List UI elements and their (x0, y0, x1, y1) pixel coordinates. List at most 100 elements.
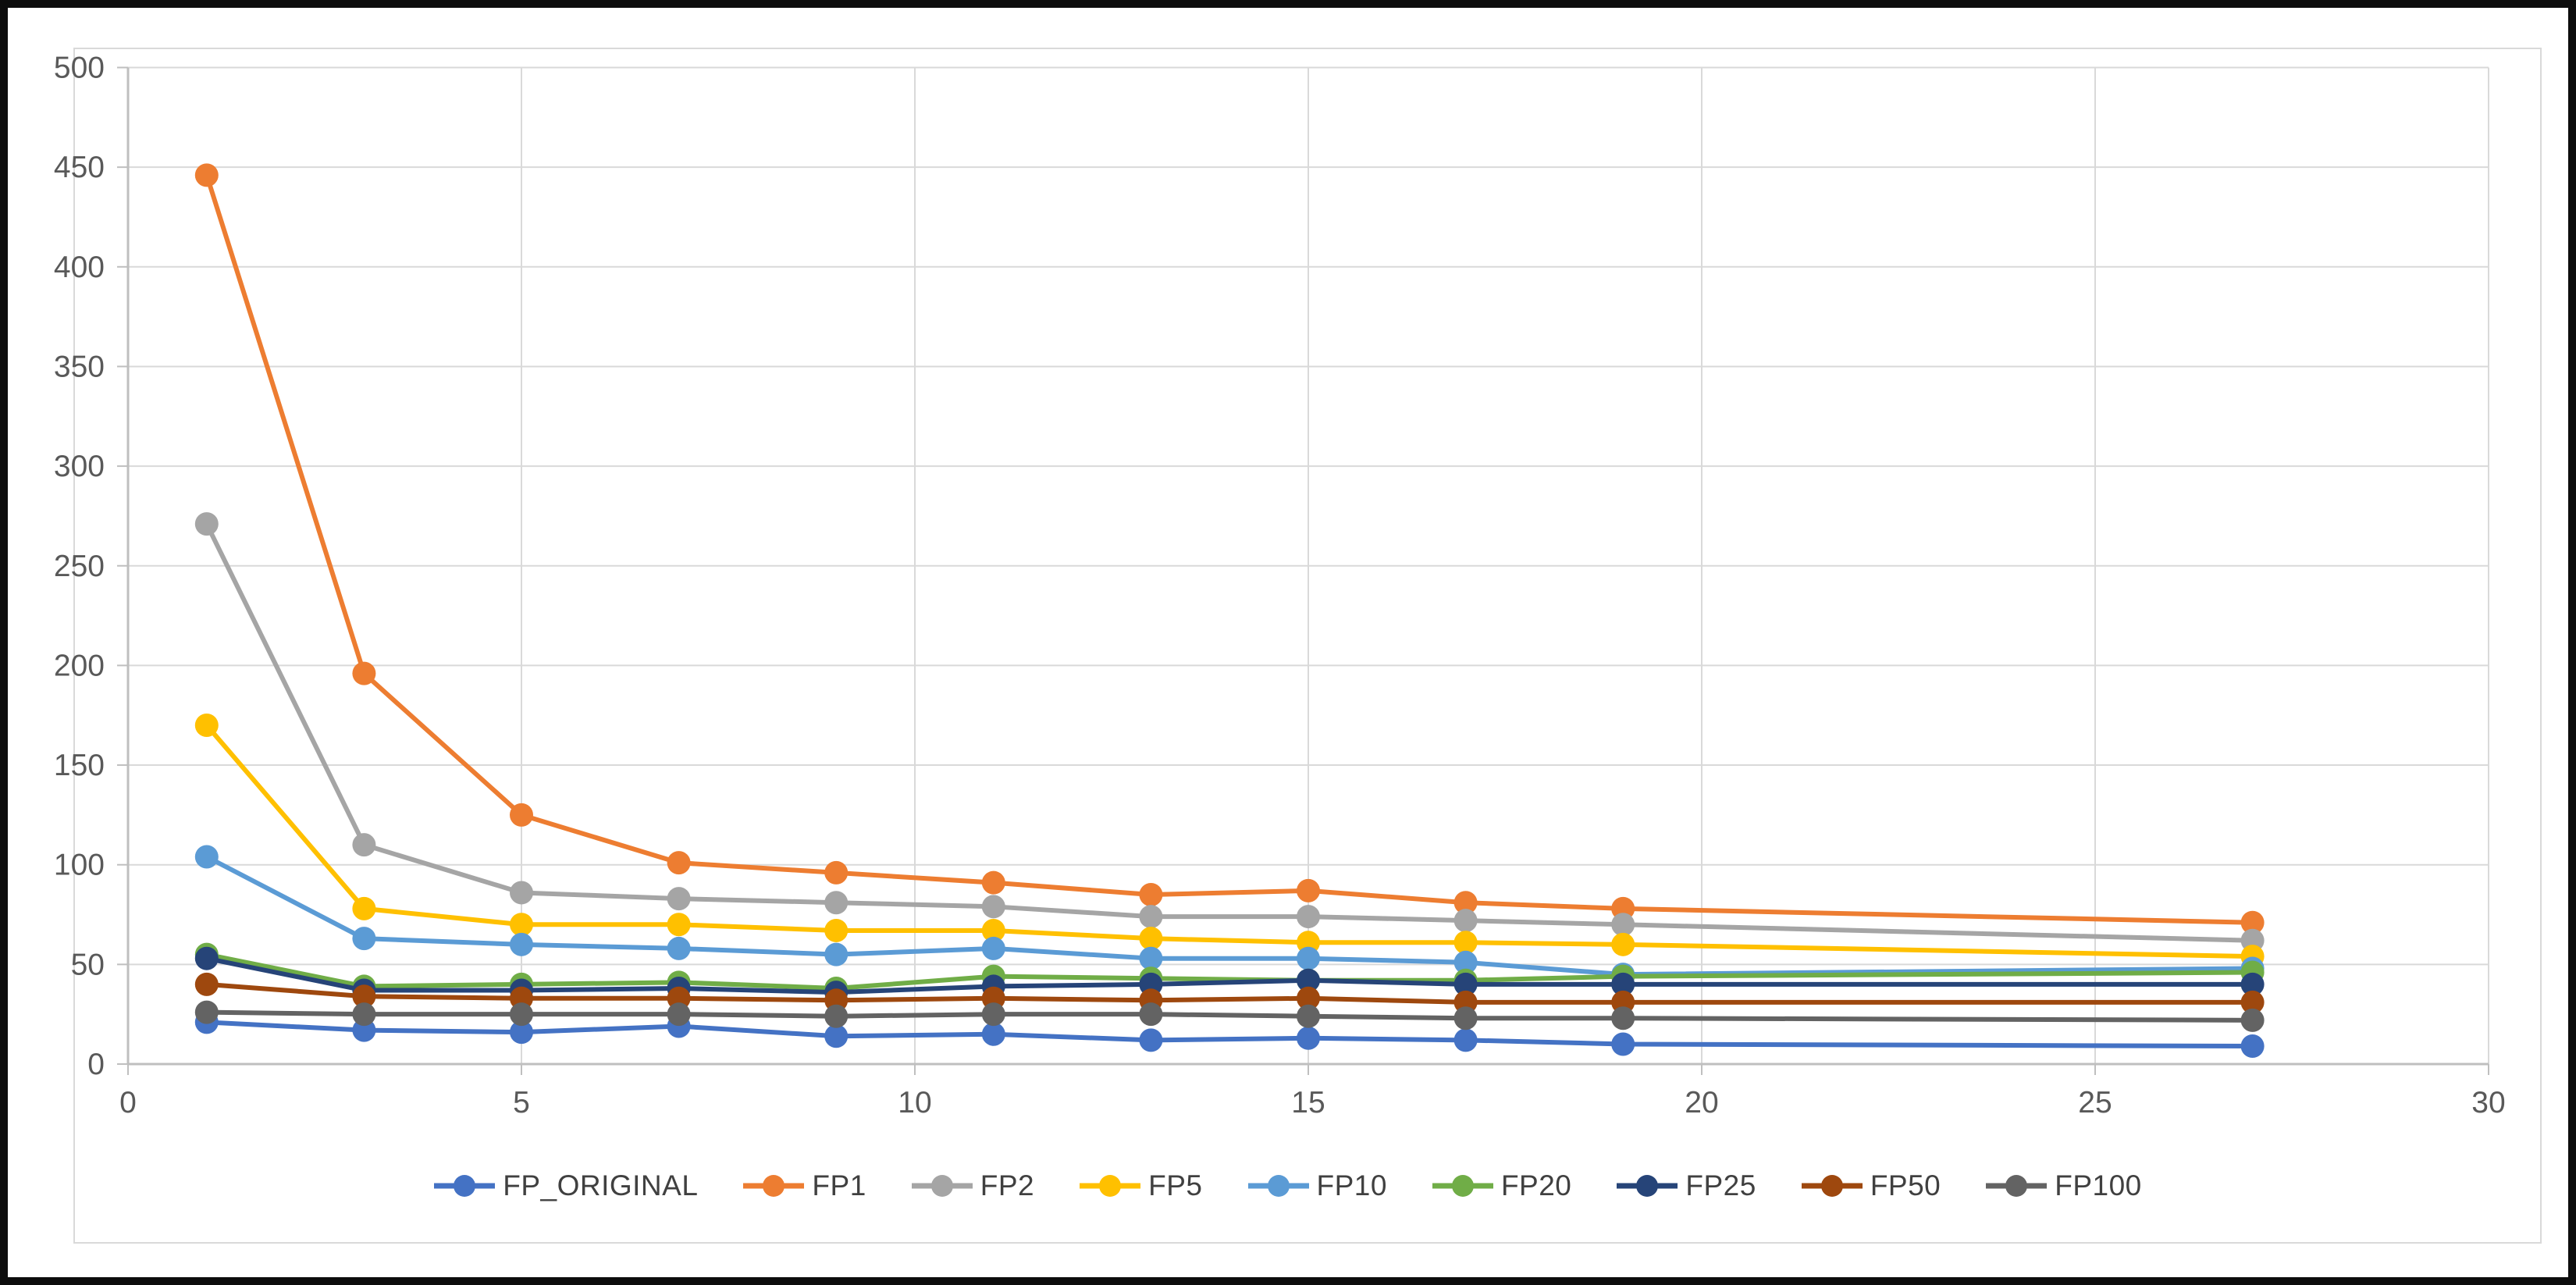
series-marker-fp25 (1297, 968, 1320, 992)
series-marker-fp1 (667, 851, 691, 875)
legend-item-fp100: FP100 (1986, 1169, 2142, 1202)
series-marker-fp10 (1139, 946, 1163, 970)
y-tick-label: 500 (54, 52, 105, 85)
series-marker-fp50 (194, 972, 219, 996)
series-marker-fp100 (510, 1002, 533, 1027)
x-tick-label: 0 (119, 1086, 137, 1119)
legend-marker-dot (1451, 1175, 1474, 1197)
series-marker-fp2 (194, 512, 219, 536)
series-marker-fp_original (981, 1022, 1005, 1046)
legend-item-fp5: FP5 (1080, 1169, 1202, 1202)
y-tick-label: 150 (54, 749, 105, 782)
series-marker-fp5 (194, 713, 219, 737)
series-marker-fp10 (824, 942, 849, 966)
series-marker-fp1 (352, 661, 376, 685)
series-marker-fp50 (2240, 990, 2265, 1014)
series-marker-fp1 (824, 860, 849, 885)
legend-label: FP1 (812, 1169, 866, 1201)
series-marker-fp2 (1297, 905, 1320, 929)
series-marker-fp25 (2240, 972, 2265, 996)
legend-label: FP100 (2055, 1169, 2142, 1201)
series-marker-fp10 (1453, 950, 1478, 974)
series-marker-fp10 (667, 936, 691, 960)
legend-label: FP50 (1870, 1169, 1941, 1201)
series-marker-fp2 (1139, 905, 1163, 929)
legend-marker-dot (763, 1175, 785, 1197)
series-marker-fp100 (824, 1004, 849, 1028)
legend-marker-dot (930, 1175, 953, 1197)
series-marker-fp5 (1611, 932, 1635, 956)
series-marker-fp2 (352, 833, 376, 857)
series-marker-fp100 (1611, 1006, 1635, 1030)
series-fp100 (194, 1000, 2265, 1032)
legend-label: FP10 (1316, 1169, 1387, 1201)
legend-label: FP25 (1685, 1169, 1756, 1201)
series-marker-fp5 (1453, 931, 1478, 955)
series-marker-fp50 (1297, 986, 1320, 1010)
legend-marker-dot (1099, 1175, 1122, 1197)
y-tick-label: 250 (54, 550, 105, 583)
series-marker-fp1 (2240, 910, 2265, 934)
series-line-fp2 (205, 522, 2253, 943)
series-marker-fp100 (194, 1000, 219, 1024)
series-marker-fp2 (824, 891, 849, 915)
series-marker-fp5 (667, 913, 691, 937)
series-marker-fp100 (667, 1002, 691, 1027)
x-tick-label: 10 (898, 1086, 931, 1119)
legend-marker-icon (1247, 1175, 1309, 1197)
series-marker-fp2 (510, 881, 533, 905)
series-marker-fp5 (1139, 927, 1163, 951)
legend-item-fp25: FP25 (1617, 1169, 1756, 1202)
series-marker-fp100 (2240, 1008, 2265, 1032)
series-marker-fp_original (1453, 1028, 1478, 1052)
series-marker-fp_original (824, 1024, 849, 1048)
legend-marker-icon (1617, 1175, 1678, 1197)
legend-item-fp2: FP2 (911, 1169, 1035, 1202)
legend-marker-icon (743, 1175, 805, 1197)
legend-item-fp20: FP20 (1432, 1169, 1571, 1202)
legend-marker-dot (1267, 1175, 1290, 1197)
series-marker-fp2 (981, 895, 1005, 919)
y-tick-label: 350 (54, 350, 105, 383)
x-tick-label: 15 (1291, 1086, 1325, 1119)
y-tick-label: 300 (54, 450, 105, 483)
legend-marker-icon (1801, 1175, 1863, 1197)
y-tick-label: 50 (71, 948, 105, 981)
series-marker-fp_original (2240, 1034, 2265, 1059)
series-marker-fp2 (1611, 913, 1635, 937)
series-fp1 (194, 163, 2265, 934)
series-marker-fp100 (1139, 1002, 1163, 1027)
legend-marker-icon (434, 1175, 496, 1197)
series-marker-fp10 (194, 845, 219, 869)
series-marker-fp1 (1453, 891, 1478, 915)
gridlines (128, 66, 2489, 1064)
x-tick-label: 25 (2078, 1086, 2112, 1119)
series-marker-fp2 (1453, 909, 1478, 933)
legend-label: FP2 (980, 1169, 1035, 1201)
series-marker-fp25 (1611, 972, 1635, 996)
legend-item-fp10: FP10 (1247, 1169, 1387, 1202)
series-marker-fp5 (981, 918, 1005, 942)
y-tick-label: 100 (54, 849, 105, 882)
y-tick-label: 400 (54, 251, 105, 284)
legend-item-fp50: FP50 (1801, 1169, 1941, 1202)
series-marker-fp100 (1297, 1004, 1320, 1028)
series-marker-fp25 (194, 946, 219, 970)
legend-marker-dot (1820, 1175, 1843, 1197)
line-chart: 0 50 100 150 200 250 300 350 400 450 500 0 5 10 15 20 25… (54, 48, 2542, 1244)
chart-border (73, 48, 2542, 1244)
series-fp5 (194, 713, 2265, 969)
y-tick-label: 200 (54, 649, 105, 682)
series-marker-fp1 (194, 163, 219, 187)
series-marker-fp_original (1611, 1032, 1635, 1056)
series-marker-fp_original (510, 1020, 533, 1045)
series-marker-fp100 (352, 1002, 376, 1027)
series-marker-fp10 (510, 932, 533, 956)
legend-marker-dot (1636, 1175, 1659, 1197)
y-tick-label: 450 (54, 151, 105, 184)
series-marker-fp_original (1297, 1026, 1320, 1050)
series-marker-fp50 (352, 984, 376, 1009)
legend-label: FP_ORIGINAL (503, 1169, 699, 1201)
series-marker-fp10 (1297, 946, 1320, 970)
